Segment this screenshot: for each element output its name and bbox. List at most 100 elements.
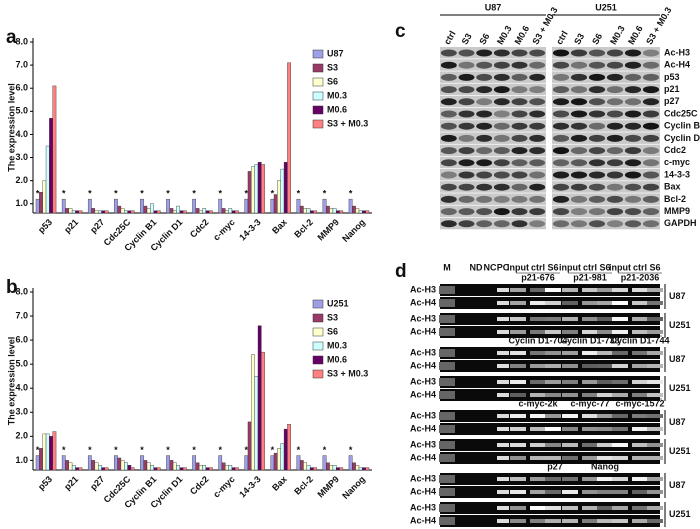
bar: [91, 208, 96, 214]
blot-band: [493, 122, 510, 130]
blot-band: [476, 73, 493, 81]
gel-band: [612, 506, 628, 510]
blot-strip: [440, 132, 546, 144]
bar: [65, 460, 69, 471]
blot-band: [440, 147, 457, 155]
bar: [339, 210, 344, 214]
blot-band: [458, 159, 475, 167]
blot-strip: [552, 193, 660, 205]
blot-band: [606, 208, 624, 216]
bar: [120, 460, 125, 471]
gel-band: [597, 477, 613, 481]
lane-label: input: [507, 262, 529, 272]
row-label: Ac-H3: [410, 376, 436, 386]
row-label: Bax: [664, 182, 681, 192]
blot-band: [570, 134, 588, 142]
bar: [179, 467, 184, 471]
gel-band: [530, 443, 546, 447]
row-label: Cdc2: [664, 145, 686, 155]
bar: [348, 455, 353, 471]
blot-band: [606, 147, 624, 155]
blot-band: [440, 195, 457, 203]
x-tick-label: p21: [62, 474, 80, 492]
gel-band: [612, 490, 628, 494]
y-tick-label: 1.0: [15, 455, 28, 465]
blot-strip: [552, 95, 660, 108]
row-label: Ac-H3: [410, 284, 436, 294]
x-tick-label: Bax: [270, 217, 289, 236]
blot-band: [458, 147, 475, 155]
gel-band: [632, 351, 648, 355]
legend-label: M0.3: [327, 340, 347, 350]
bar: [65, 208, 69, 214]
lane-label: input: [559, 262, 581, 272]
gel-band: [647, 414, 663, 418]
legend-label: M0.6: [327, 104, 347, 114]
bar: [101, 210, 106, 214]
blot-band: [511, 61, 528, 69]
gel-band: [612, 393, 628, 397]
lane-label: M0.6: [626, 24, 645, 46]
blot-strip: [440, 169, 546, 181]
row-label: p53: [664, 72, 680, 82]
gel-band: [510, 506, 526, 510]
bar: [94, 210, 99, 214]
blot-band: [511, 98, 528, 106]
gel-band: [530, 351, 546, 355]
blot-band: [624, 122, 642, 130]
blot-band: [458, 98, 475, 106]
bar: [172, 210, 177, 214]
bar: [355, 208, 360, 214]
legend-label: S3: [327, 312, 338, 322]
bar: [61, 198, 66, 214]
blot-strip: [552, 59, 660, 71]
gel-band: [647, 393, 663, 397]
annotation: *: [166, 445, 170, 455]
y-tick-label: 2.0: [15, 175, 28, 185]
cell-line: U251: [669, 446, 691, 456]
bar: [303, 462, 308, 471]
gel-band: [597, 427, 613, 431]
bar: [179, 210, 184, 214]
gel-band: [582, 380, 598, 384]
blot-band: [440, 171, 457, 179]
bar: [283, 161, 288, 214]
blot-band: [642, 98, 660, 106]
annotation: *: [218, 189, 222, 199]
bar: [332, 464, 337, 471]
bar: [358, 467, 363, 471]
bar: [140, 455, 144, 471]
gel-band: [545, 364, 561, 368]
y-tick-label: 5.0: [15, 106, 28, 116]
blot-band: [511, 134, 528, 142]
ladder: [439, 441, 455, 449]
x-tick-label: Bcl-2: [292, 474, 315, 497]
bar: [299, 460, 304, 471]
bar: [251, 354, 255, 471]
bar: [225, 464, 229, 471]
gel-band: [582, 519, 598, 523]
blot-band: [606, 195, 624, 203]
row-label: Cyclin D1: [664, 133, 700, 143]
bar: [296, 455, 301, 471]
lane-label: S3: [460, 32, 474, 47]
gel-band: [497, 330, 509, 334]
gel-band: [545, 490, 561, 494]
row-label: Ac-H3: [410, 347, 436, 357]
row-label: Ac-H3: [410, 502, 436, 512]
lane-label: ctrl: [442, 29, 458, 46]
blot-band: [570, 208, 588, 216]
primer-label: Cyclin D1-744: [610, 335, 669, 345]
blot-band: [588, 122, 606, 130]
gel-band: [632, 456, 648, 460]
bar: [143, 205, 148, 214]
bar: [257, 325, 262, 471]
x-tick-label: p53: [36, 217, 54, 235]
gel-band: [497, 393, 509, 397]
gel-band: [530, 414, 546, 418]
gel-band: [562, 317, 578, 321]
blot-band: [570, 98, 588, 106]
blot-band: [588, 134, 606, 142]
row-label: Ac-H4: [410, 423, 436, 433]
